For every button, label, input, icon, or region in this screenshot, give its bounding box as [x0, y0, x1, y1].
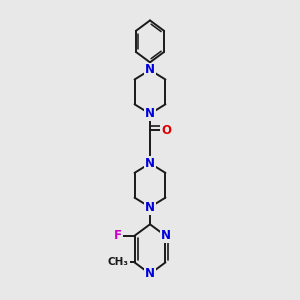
- Text: N: N: [145, 157, 155, 170]
- Text: N: N: [160, 229, 170, 242]
- Text: F: F: [114, 229, 122, 242]
- Text: N: N: [145, 107, 155, 120]
- Text: O: O: [161, 124, 171, 137]
- Text: CH₃: CH₃: [108, 257, 129, 267]
- Text: N: N: [145, 267, 155, 280]
- Text: N: N: [145, 201, 155, 214]
- Text: N: N: [145, 64, 155, 76]
